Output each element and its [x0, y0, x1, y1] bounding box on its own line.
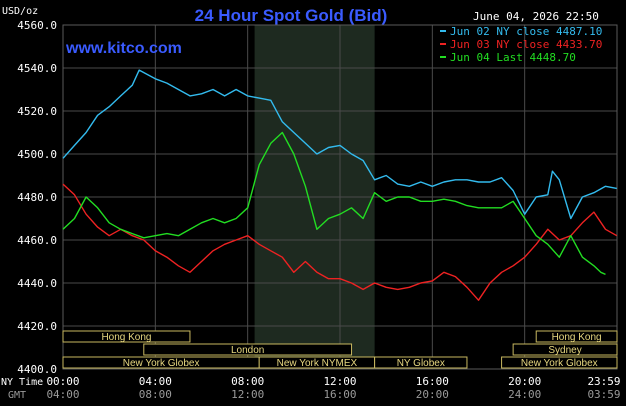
session-bar	[501, 356, 618, 369]
gmt-tick-label: 03:59	[587, 388, 620, 401]
gmt-tick-label: 04:00	[46, 388, 79, 401]
chart-date: June 04, 2026 22:50	[473, 10, 599, 23]
session-bar	[512, 343, 618, 356]
ny-tick-label: 00:00	[46, 375, 79, 388]
gmt-tick-label: 20:00	[416, 388, 449, 401]
series-lines	[62, 69, 618, 301]
plot-border	[62, 24, 618, 370]
y-axis: 4560.0 4540.0 4520.0 4500.0 4480.0 4460.0 4440…	[17, 19, 57, 376]
gmt-tick-label: 24:00	[508, 388, 541, 401]
ny-tick-label: 16:00	[416, 375, 449, 388]
session-label: Hong Kong	[552, 332, 602, 343]
ny-tick-label: 23:59	[587, 375, 620, 388]
ny-tick-label: 08:00	[231, 375, 264, 388]
session-bar	[374, 356, 468, 369]
y-tick-label: 4400.0	[17, 363, 57, 376]
legend: Jun 02 NY close 4487.10 Jun 03 NY close …	[440, 25, 602, 64]
gmt-tick-label: 12:00	[231, 388, 264, 401]
ny-tick-label: 20:00	[508, 375, 541, 388]
session-label: London	[231, 345, 264, 356]
series-line-1	[62, 183, 618, 301]
session-label: NY Globex	[397, 358, 445, 369]
session-bar	[535, 330, 618, 343]
y-tick-label: 4520.0	[17, 105, 57, 118]
chart-title: 24 Hour Spot Gold (Bid)	[195, 6, 388, 25]
session-label: New York Globex	[123, 358, 200, 369]
ny-tick-label: 04:00	[139, 375, 172, 388]
legend-label-jun02: Jun 02 NY close 4487.10	[450, 25, 602, 38]
gmt-tick-label: 16:00	[323, 388, 356, 401]
session-bar	[143, 343, 353, 356]
y-tick-label: 4480.0	[17, 191, 57, 204]
session-label: New York Globex	[521, 358, 598, 369]
y-tick-label: 4540.0	[17, 62, 57, 75]
y-tick-label: 4500.0	[17, 148, 57, 161]
y-unit-label: USD/oz	[2, 6, 38, 17]
grid-lines	[62, 24, 618, 370]
session-label: Sydney	[548, 345, 581, 356]
series-line-2	[62, 131, 606, 276]
site-watermark: www.kitco.com	[65, 40, 182, 57]
session-bars: Hong Kong Hong Kong London Sydney New York G…	[62, 330, 618, 369]
session-label: Hong Kong	[101, 332, 151, 343]
legend-label-jun03: Jun 03 NY close 4433.70	[450, 38, 602, 51]
session-bar	[62, 330, 191, 343]
ny-time-label: NY Time	[1, 377, 43, 388]
y-tick-label: 4440.0	[17, 277, 57, 290]
session-label: New York NYMEX	[277, 358, 358, 369]
legend-label-jun04: Jun 04 Last 4448.70	[450, 51, 576, 64]
y-tick-label: 4460.0	[17, 234, 57, 247]
y-tick-label: 4560.0	[17, 19, 57, 32]
y-tick-label: 4420.0	[17, 320, 57, 333]
ny-tick-label: 12:00	[323, 375, 356, 388]
gmt-tick-label: 08:00	[139, 388, 172, 401]
gmt-label: GMT	[8, 390, 26, 401]
series-line-0	[62, 69, 617, 220]
